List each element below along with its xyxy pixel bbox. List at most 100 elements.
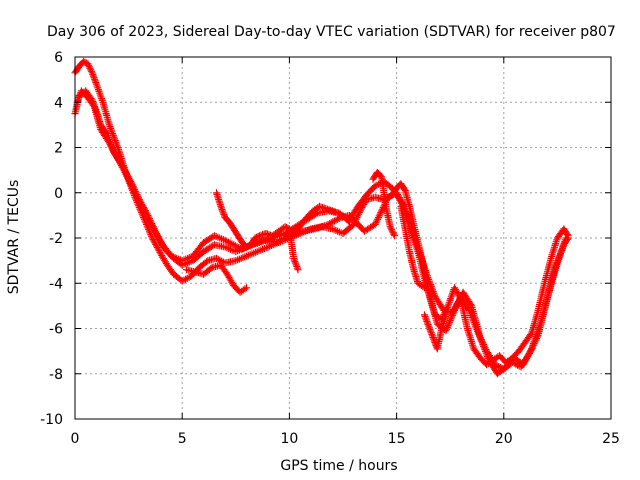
data-point [279, 235, 287, 243]
data-point [129, 184, 137, 192]
data-point [86, 64, 94, 72]
data-point [449, 310, 457, 318]
data-point [153, 242, 160, 250]
data-point [442, 311, 450, 319]
data-point [555, 255, 563, 263]
data-point [378, 207, 386, 215]
data-point [91, 77, 99, 85]
data-point [451, 305, 459, 313]
y-tick-label: 0 [54, 186, 63, 202]
data-point [143, 213, 151, 221]
data-point [276, 237, 284, 245]
data-point [273, 239, 280, 246]
data-point [124, 174, 132, 181]
data-point [210, 232, 218, 240]
data-point [560, 239, 568, 247]
data-point [252, 248, 259, 256]
data-point [281, 234, 289, 242]
data-point [135, 196, 142, 204]
data-point [264, 243, 272, 251]
grid-lines [75, 57, 611, 419]
data-point [125, 175, 133, 183]
data-point [455, 297, 463, 304]
data-point [409, 233, 417, 241]
data-point [525, 350, 533, 358]
data-point [332, 216, 340, 224]
data-point [456, 295, 464, 303]
data-point [241, 285, 249, 293]
axis-ticks [74, 56, 612, 420]
y-tick-label: -4 [49, 276, 63, 292]
data-point [387, 224, 395, 232]
data-point [112, 152, 120, 160]
x-tick-label: 20 [495, 431, 513, 447]
data-point [520, 359, 528, 367]
x-tick-label: 5 [178, 431, 187, 447]
y-tick-label: 4 [54, 95, 63, 111]
data-point [391, 232, 398, 240]
data-point [274, 238, 282, 246]
data-point [372, 219, 380, 227]
data-point [478, 339, 486, 347]
data-point [184, 254, 192, 262]
data-point [117, 160, 125, 168]
data-point [467, 300, 475, 308]
data-point [388, 226, 396, 234]
data-point [109, 145, 117, 153]
data-point [453, 302, 461, 309]
data-point [389, 229, 397, 237]
data-point [237, 254, 245, 262]
data-point [126, 179, 134, 187]
data-point [112, 138, 120, 146]
data-point [254, 233, 262, 240]
data-point [483, 351, 491, 359]
data-point [105, 121, 113, 129]
data-point [107, 124, 115, 132]
data-point [480, 342, 487, 350]
data-point [448, 312, 456, 319]
data-point [419, 283, 427, 291]
data-point [344, 217, 352, 225]
data-points [71, 58, 572, 378]
data-point [327, 219, 335, 227]
data-point [482, 348, 489, 355]
data-point [326, 220, 334, 228]
data-point [519, 361, 527, 369]
data-point [154, 245, 162, 253]
data-point [452, 303, 460, 311]
data-point [329, 218, 337, 226]
data-point [150, 237, 158, 245]
data-point [448, 313, 456, 321]
y-tick-label: 6 [54, 50, 63, 66]
data-point [88, 69, 96, 77]
data-point [421, 284, 428, 292]
data-point [219, 209, 227, 217]
x-tick-labels: 0 5 10 15 20 25 [71, 431, 620, 447]
data-point [111, 150, 119, 158]
data-point [87, 66, 95, 74]
data-point [376, 210, 384, 218]
data-point [153, 244, 161, 251]
y-tick-label: -6 [49, 322, 63, 338]
data-point [105, 139, 113, 147]
data-point [151, 239, 159, 247]
data-point [400, 185, 408, 193]
data-point [89, 101, 97, 109]
y-tick-label: 2 [54, 141, 63, 157]
chart-title: Day 306 of 2023, Sidereal Day-to-day VTE… [47, 24, 616, 40]
data-point [523, 353, 531, 361]
data-point [225, 245, 233, 253]
data-point [523, 354, 530, 362]
y-tick-label: -2 [49, 231, 63, 247]
data-point [85, 63, 93, 71]
data-point [377, 172, 384, 180]
data-point [465, 305, 472, 313]
data-point [277, 236, 285, 244]
data-point [152, 240, 160, 248]
data-point [207, 265, 215, 272]
data-point [332, 227, 340, 234]
data-point [113, 142, 121, 150]
data-point [526, 348, 534, 356]
data-point [446, 317, 454, 325]
